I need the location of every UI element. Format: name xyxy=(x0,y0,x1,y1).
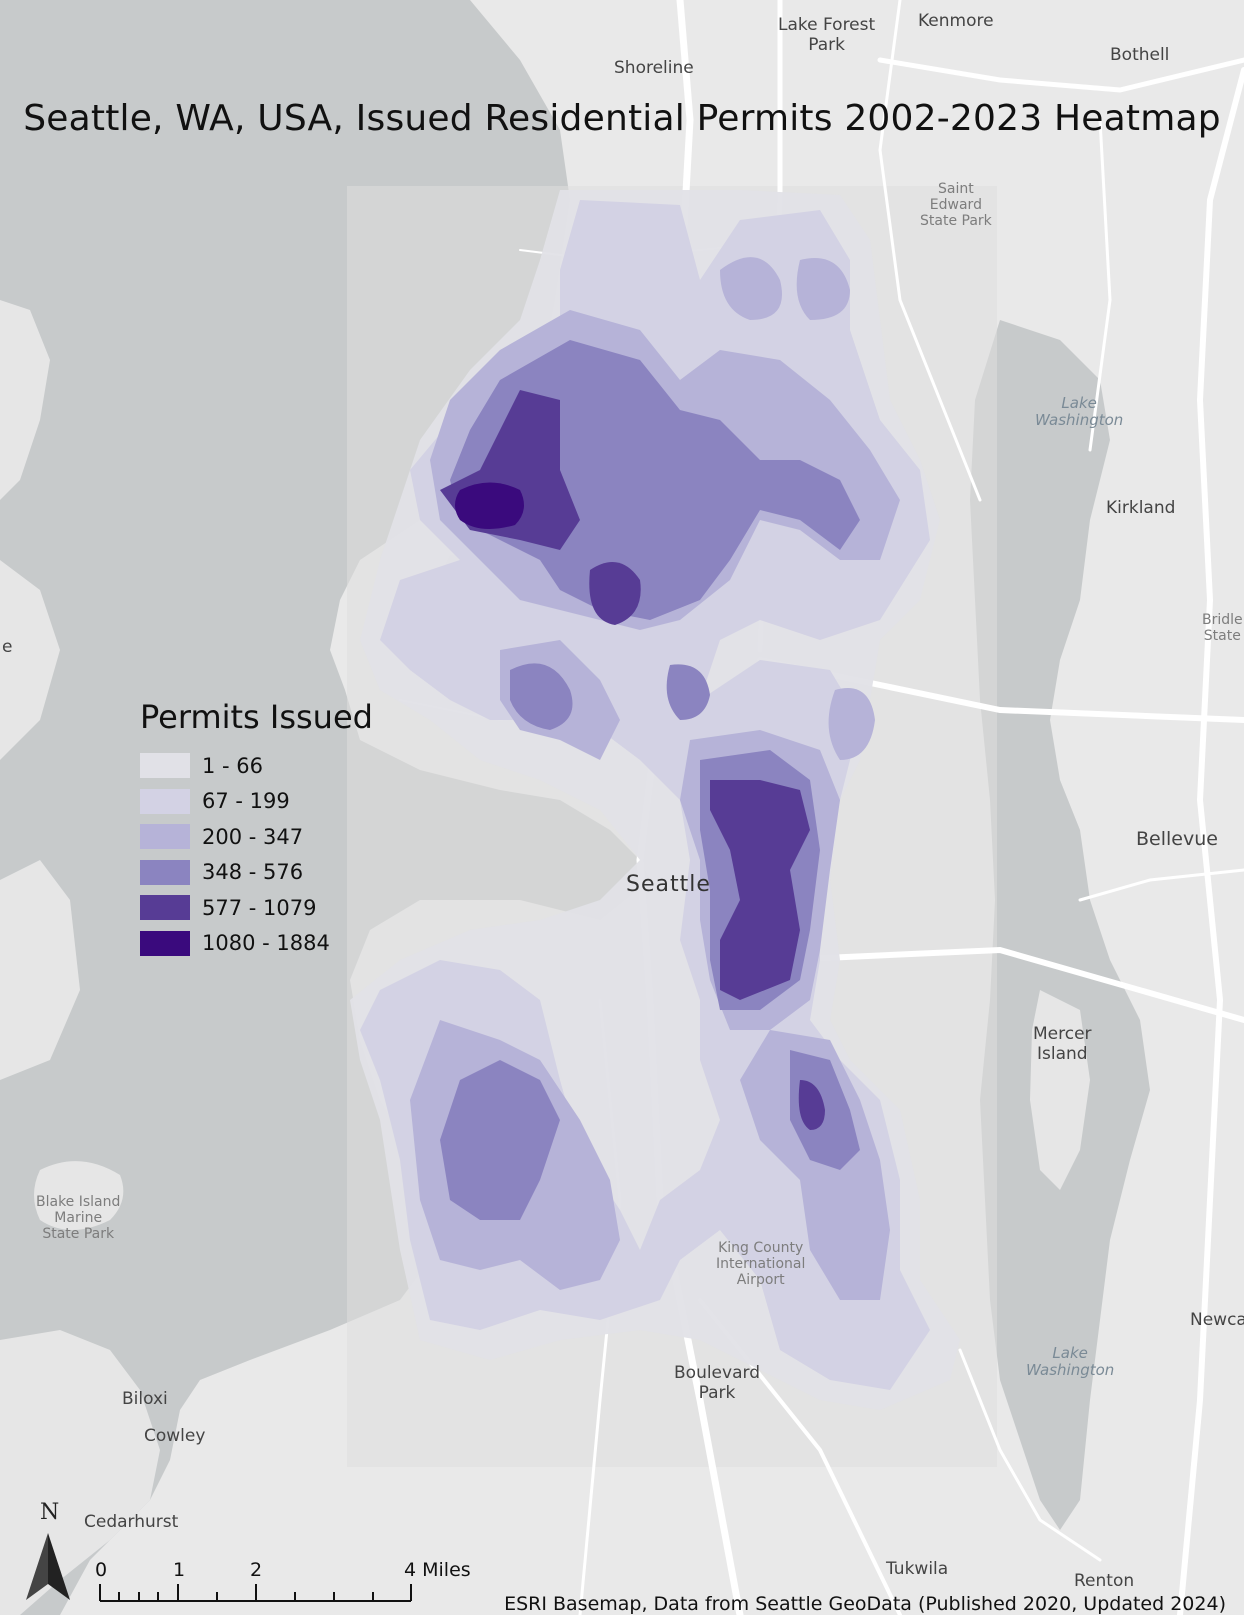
place-label-bellevue: Bellevue xyxy=(1136,828,1218,850)
heat-class-6-area xyxy=(455,482,524,529)
blake-island-land xyxy=(34,1161,124,1230)
legend-row: 200 - 347 xyxy=(140,819,373,855)
place-label-newcastle: Newca xyxy=(1190,1310,1244,1330)
heat-class-4-area xyxy=(510,663,573,730)
place-label-saint-edward: Saint Edward State Park xyxy=(920,181,992,230)
legend-row: 348 - 576 xyxy=(140,855,373,891)
place-label-left-edge: e xyxy=(2,637,13,657)
place-label-bothell: Bothell xyxy=(1110,45,1170,65)
heat-class-3-area xyxy=(796,258,850,320)
place-label-cowley: Cowley xyxy=(144,1426,206,1446)
map-title: Seattle, WA, USA, Issued Residential Per… xyxy=(23,98,1221,139)
legend-row: 1 - 66 xyxy=(140,748,373,784)
heat-class-5-area xyxy=(710,780,810,1000)
legend-label: 577 - 1079 xyxy=(202,895,317,920)
legend-label: 67 - 199 xyxy=(202,789,290,814)
north-arrow-label: N xyxy=(40,1500,60,1525)
place-label-kenmore: Kenmore xyxy=(918,11,994,31)
heat-class-5-area xyxy=(589,562,641,625)
place-label-blake-island: Blake Island Marine State Park xyxy=(36,1194,121,1243)
legend-swatch xyxy=(140,788,190,814)
west-land xyxy=(0,300,80,1080)
map-credit: ESRI Basemap, Data from Seattle GeoData … xyxy=(504,1593,1226,1615)
heat-class-4-area xyxy=(666,664,710,720)
place-label-tukwila: Tukwila xyxy=(886,1559,949,1579)
legend-swatch xyxy=(140,824,190,850)
legend-swatch xyxy=(140,930,190,956)
legend-label: 1 - 66 xyxy=(202,753,264,778)
legend-title: Permits Issued xyxy=(140,698,373,736)
scale-bar xyxy=(99,1584,412,1602)
legend-row: 577 - 1079 xyxy=(140,890,373,926)
legend-swatch xyxy=(140,895,190,921)
place-label-bridle: Bridle State xyxy=(1202,612,1243,645)
legend-swatch xyxy=(140,859,190,885)
heat-class-5-area xyxy=(798,1080,825,1130)
heat-class-3-area xyxy=(740,1030,890,1300)
place-label-king-county-airport: King County International Airport xyxy=(716,1240,806,1289)
heat-class-3-area xyxy=(828,688,875,760)
heat-class-4-area xyxy=(440,1060,560,1220)
scale-label-4-miles: 4 Miles xyxy=(404,1559,471,1581)
place-label-lake-forest-park: Lake Forest Park xyxy=(778,15,876,55)
vashon-land xyxy=(0,1330,160,1615)
scale-label-2: 2 xyxy=(250,1559,263,1581)
legend-swatch xyxy=(140,753,190,779)
place-label-lake-washington-south: Lake Washington xyxy=(1026,1344,1115,1380)
heatmap-layer xyxy=(350,190,960,1410)
legend-label: 1080 - 1884 xyxy=(202,931,330,956)
place-label-boulevard-park: Boulevard Park xyxy=(674,1363,760,1403)
scale-label-1: 1 xyxy=(173,1559,186,1581)
place-label-mercer-island: Mercer Island xyxy=(1033,1024,1092,1064)
place-label-shoreline: Shoreline xyxy=(614,58,694,78)
lake-washington-water xyxy=(970,320,1150,1530)
place-label-kirkland: Kirkland xyxy=(1106,498,1176,518)
legend: Permits Issued 1 - 66 67 - 199 200 - 347… xyxy=(140,698,373,961)
heat-class-3-area xyxy=(720,257,782,320)
north-arrow-icon xyxy=(26,1533,70,1600)
scale-label-0: 0 xyxy=(95,1559,108,1581)
place-label-cedarhurst: Cedarhurst xyxy=(84,1512,179,1532)
place-label-renton: Renton xyxy=(1074,1571,1135,1591)
legend-row: 1080 - 1884 xyxy=(140,926,373,962)
place-label-biloxi: Biloxi xyxy=(122,1389,168,1409)
place-label-seattle: Seattle xyxy=(626,872,711,897)
legend-row: 67 - 199 xyxy=(140,784,373,820)
legend-label: 200 - 347 xyxy=(202,824,304,849)
place-label-lake-washington-north: Lake Washington xyxy=(1035,394,1124,430)
legend-label: 348 - 576 xyxy=(202,860,304,885)
mercer-island-land xyxy=(1030,990,1090,1190)
